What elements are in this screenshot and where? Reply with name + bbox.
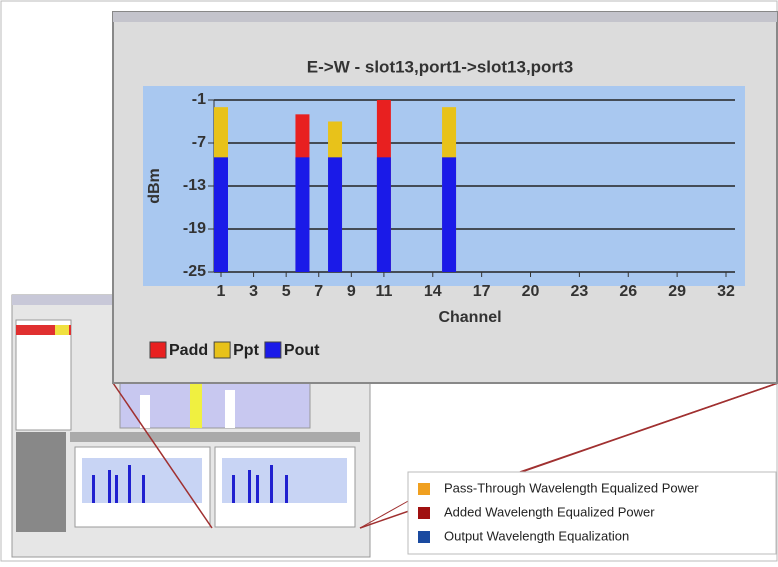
x-tick-label: 26 [619,283,637,300]
callout-label: Pass-Through Wavelength Equalized Power [444,480,699,495]
x-tick-label: 7 [314,283,323,300]
y-axis-label: dBm [146,168,163,204]
callout-label: Added Wavelength Equalized Power [444,504,655,519]
x-tick-label: 5 [282,283,291,300]
x-axis-label: Channel [438,309,501,326]
x-tick-label: 9 [347,283,356,300]
x-tick-label: 29 [668,283,686,300]
x-tick-label: 20 [522,283,540,300]
legend-label: Ppt [233,342,259,359]
window-bar [113,12,777,22]
bar [442,157,456,272]
y-tick-label: -19 [183,220,206,237]
legend-label: Padd [169,342,208,359]
x-tick-label: 3 [249,283,258,300]
x-tick-label: 32 [717,283,735,300]
legend-label: Pout [284,342,320,359]
callout-swatch [418,507,430,519]
x-tick-label: 23 [570,283,588,300]
legend-swatch [150,342,166,358]
y-tick-label: -7 [192,134,206,151]
x-tick-label: 1 [217,283,226,300]
x-tick-label: 14 [424,283,442,300]
legend-swatch [214,342,230,358]
x-tick-label: 11 [375,283,392,300]
bar [377,157,391,272]
x-tick-label: 17 [473,283,491,300]
callout-swatch [418,483,430,495]
y-tick-label: -13 [183,177,206,194]
bar [328,157,342,272]
chart-title: E->W - slot13,port1->slot13,port3 [307,57,573,76]
callout-swatch [418,531,430,543]
bar [295,157,309,272]
y-tick-label: -1 [192,91,206,108]
y-tick-label: -25 [183,263,206,280]
bar [214,157,228,272]
figure: E->W - slot13,port1->slot13,port3 dBm Ch… [0,0,778,562]
legend-swatch [265,342,281,358]
callout-label: Output Wavelength Equalization [444,528,629,543]
